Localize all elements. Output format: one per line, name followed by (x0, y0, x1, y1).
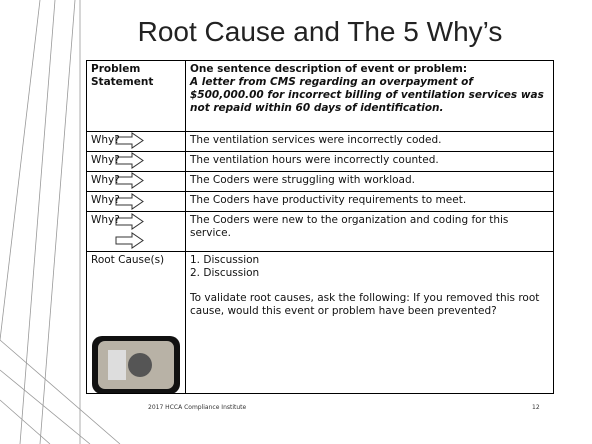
why-label: Why? (86, 191, 186, 212)
root-cause-note: To validate root causes, ask the followi… (190, 292, 540, 318)
root-cause-item: 2. Discussion (190, 267, 260, 280)
why-label: Why? (86, 151, 186, 172)
root-cause-cell: 1. Discussion 2. Discussion To validate … (185, 251, 554, 394)
root-cause-label: Root Cause(s) (86, 251, 186, 394)
header-description: A letter from CMS regarding an overpayme… (190, 76, 544, 115)
root-cause-item: 1. Discussion (190, 254, 260, 266)
page-number: 12 (532, 404, 540, 411)
why-text: The ventilation services were incorrectl… (185, 131, 554, 152)
why-label: Why? (86, 131, 186, 152)
slide-title: Root Cause and The 5 Why’s (137, 16, 503, 47)
header-cell: One sentence description of event or pro… (185, 60, 554, 132)
why-text: The Coders were new to the organization … (185, 211, 554, 252)
footer-event: 2017 HCCA Compliance Institute (148, 404, 247, 411)
why-text: The ventilation hours were incorrectly c… (185, 151, 554, 172)
why-text: The Coders have productivity requirement… (185, 191, 554, 212)
header-heading: One sentence description of event or pro… (190, 63, 468, 75)
header-label: Problem Statement (86, 60, 186, 132)
why-label: Why? (86, 171, 186, 192)
why-label: Why? (86, 211, 186, 252)
why-text: The Coders were struggling with workload… (185, 171, 554, 192)
why-table: Problem Statement One sentence descripti… (86, 60, 554, 394)
